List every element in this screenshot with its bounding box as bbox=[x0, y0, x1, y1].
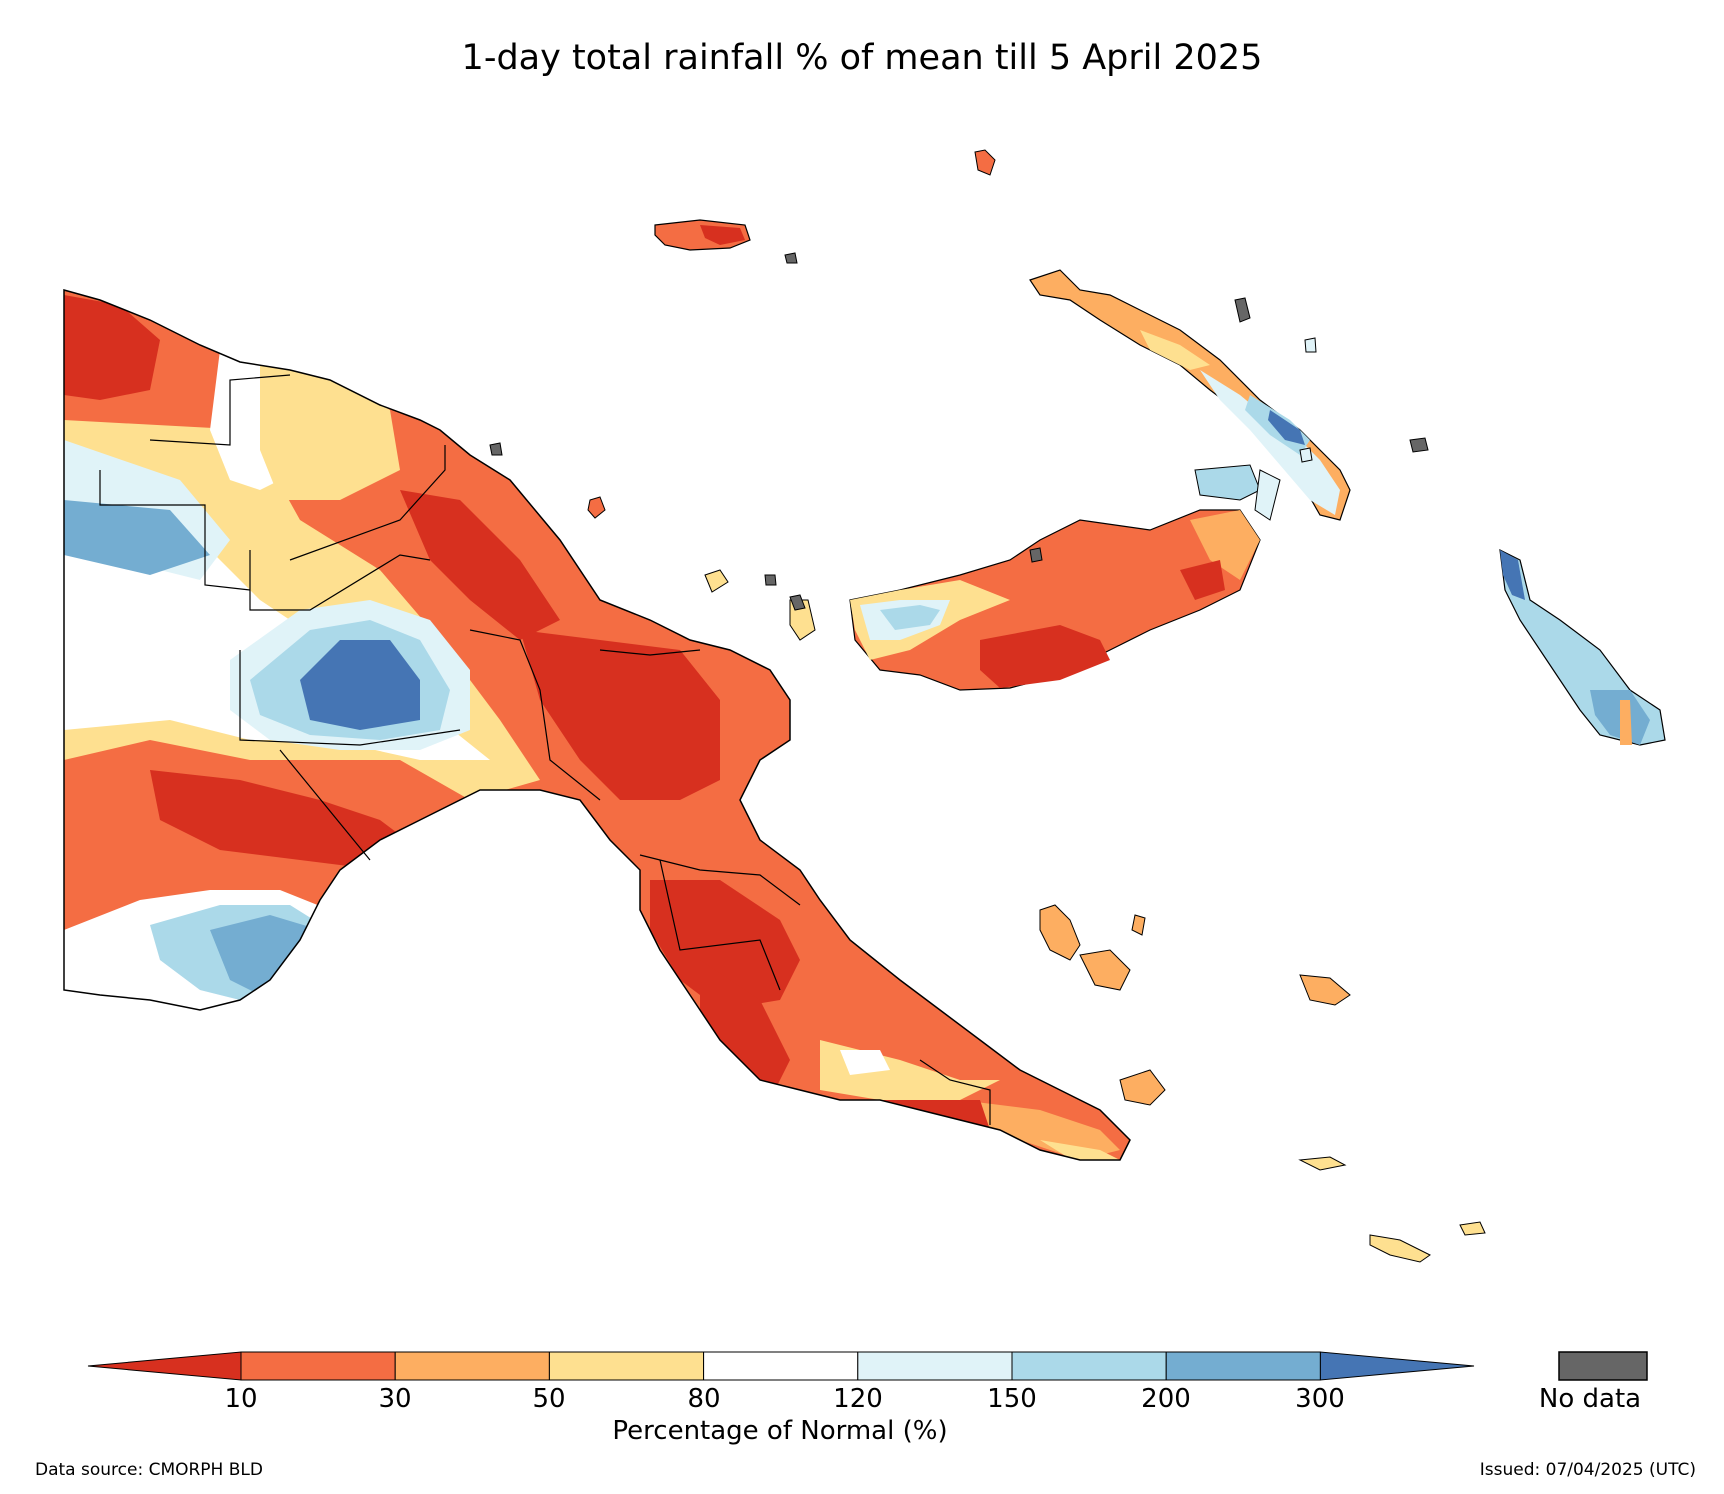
colorbar-segment bbox=[1011, 1351, 1167, 1381]
colorbar-segment bbox=[703, 1351, 859, 1381]
nodata-label: No data bbox=[1538, 1384, 1642, 1414]
tick-80: 80 bbox=[687, 1384, 721, 1414]
province-borders bbox=[99, 374, 991, 1125]
tick-10: 10 bbox=[224, 1384, 258, 1414]
new-britain bbox=[849, 464, 1281, 691]
issued-date: Issued: 07/04/2025 (UTC) bbox=[1479, 1460, 1696, 1480]
colorbar-extend-low bbox=[87, 1351, 242, 1381]
colorbar-label: Percentage of Normal (%) bbox=[612, 1416, 948, 1446]
colorbar-segment bbox=[240, 1351, 396, 1381]
small-islands bbox=[587, 337, 1486, 1263]
tick-200: 200 bbox=[1141, 1384, 1191, 1414]
colorbar-extend-high bbox=[1319, 1351, 1475, 1381]
mainland-outline bbox=[63, 289, 1131, 1161]
colorbar-segment bbox=[394, 1351, 550, 1381]
tick-300: 300 bbox=[1295, 1384, 1345, 1414]
new-ireland bbox=[1029, 269, 1351, 521]
bougainville bbox=[1499, 548, 1666, 746]
nodata-swatch bbox=[1558, 1351, 1648, 1381]
rainfall-map bbox=[63, 149, 1666, 1263]
tick-30: 30 bbox=[378, 1384, 412, 1414]
colorbar-segment bbox=[548, 1351, 705, 1381]
colorbar-segment bbox=[857, 1351, 1013, 1381]
nodata-islands bbox=[489, 252, 1429, 611]
colorbar-segment bbox=[1165, 1351, 1321, 1381]
tick-50: 50 bbox=[532, 1384, 566, 1414]
tick-120: 120 bbox=[833, 1384, 883, 1414]
tick-150: 150 bbox=[987, 1384, 1037, 1414]
map-title: 1-day total rainfall % of mean till 5 Ap… bbox=[461, 38, 1263, 78]
data-source: Data source: CMORPH BLD bbox=[35, 1460, 263, 1480]
